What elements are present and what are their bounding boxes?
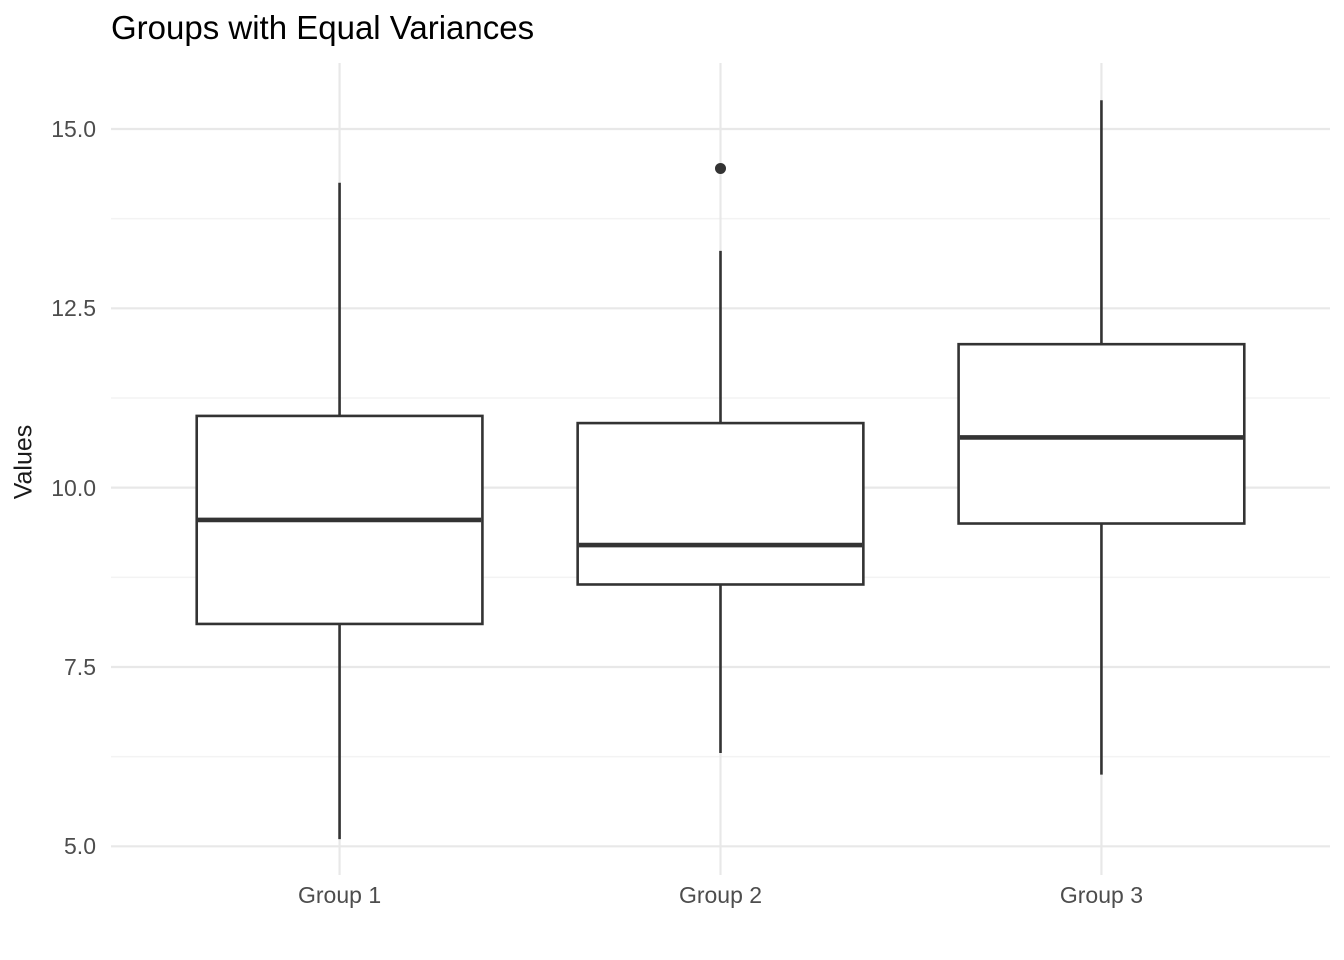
box-group-1 (195, 182, 484, 840)
y-tick-label: 7.5 (64, 653, 96, 680)
outlier-point (715, 162, 726, 174)
y-tick-label: 12.5 (51, 295, 96, 322)
x-tick-label: Group 3 (1059, 882, 1143, 908)
x-tick-label: Group 1 (298, 882, 382, 908)
y-tick-label: 5.0 (64, 833, 96, 860)
iqr-box (576, 421, 865, 586)
box-group-3 (957, 100, 1246, 775)
x-tick-label: Group 2 (678, 882, 763, 908)
box-group-2 (576, 162, 865, 754)
chart-title: Groups with Equal Variances (111, 9, 535, 46)
y-tick-label: 15.0 (51, 115, 96, 142)
iqr-box (957, 342, 1246, 525)
y-tick-label: 10.0 (51, 474, 96, 501)
